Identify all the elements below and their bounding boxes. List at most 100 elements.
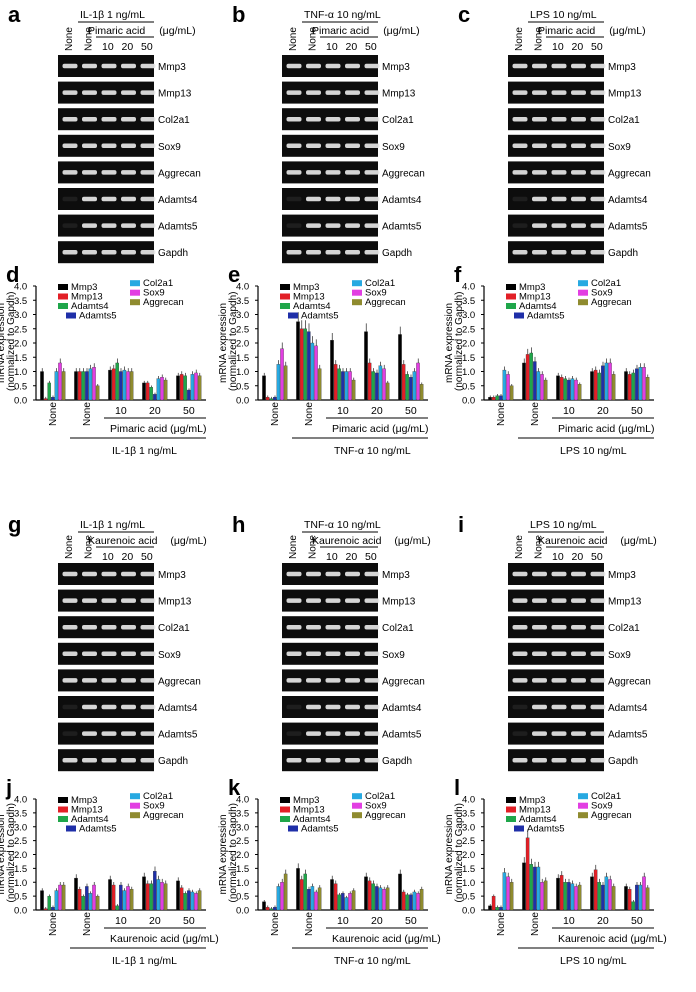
bar-aggrecan (129, 889, 134, 911)
gel-band (306, 704, 321, 710)
gel-band (82, 143, 97, 149)
gene-label: Col2a1 (382, 623, 414, 634)
bar-col2a1 (604, 362, 609, 401)
lane-label-none: None (84, 27, 95, 51)
y-tick-label: 2.0 (14, 850, 27, 861)
compound-axis-label: Kaurenoic acid (μg/mL) (558, 933, 667, 945)
gel-band (571, 704, 586, 710)
bar-panel-f: f 0.0 0.5 1.0 1.5 2.0 2.5 3.0 3.5 4.0 mRNA express… (444, 262, 654, 457)
legend-label: Sox9 (143, 288, 165, 299)
legend-label: Mmp3 (71, 795, 97, 806)
gel-band (532, 598, 547, 603)
gel-band (532, 63, 547, 69)
gene-label: Mmp13 (382, 89, 416, 100)
bar-sox9 (642, 876, 646, 911)
bar-mmp13 (299, 879, 304, 911)
compound-axis-label: Kaurenoic acid (μg/mL) (332, 933, 441, 945)
bar-sox9 (540, 882, 544, 911)
bar-adamts4 (115, 362, 119, 401)
gel-band (512, 757, 528, 763)
gel-band (121, 651, 136, 657)
bar-mmp13 (525, 837, 530, 911)
legend-label: Mmp13 (293, 805, 325, 816)
bar-adamts5 (635, 368, 639, 401)
gel-band (121, 143, 136, 149)
bar-mmp3 (398, 334, 402, 401)
gel-band (306, 223, 321, 228)
bar-adamts5 (499, 395, 503, 401)
gel-band (590, 678, 606, 683)
gene-label: Gapdh (382, 248, 412, 259)
gel-band (286, 598, 302, 603)
gene-label: Mmp3 (158, 570, 186, 581)
gel-band (101, 249, 117, 255)
bar-mmp13 (145, 382, 150, 401)
gel-band (512, 116, 528, 122)
bar-mmp13 (525, 354, 530, 401)
gel-band (140, 598, 156, 603)
bar-aggrecan (385, 887, 390, 911)
gel-band (325, 90, 341, 95)
gel-band (512, 63, 528, 69)
bar-adamts4 (269, 398, 273, 401)
bar-adamts5 (601, 365, 605, 401)
bar-mmp3 (296, 321, 300, 401)
x-label-dose: 10 (337, 915, 349, 927)
legend-label: Adamts5 (79, 824, 117, 835)
compound-label: Kaurenoic acid (538, 535, 608, 547)
gene-label: Sox9 (608, 142, 631, 153)
y-tick-label: 2.0 (236, 339, 249, 350)
x-label-none: None (270, 402, 281, 426)
gene-label: Aggrecan (158, 676, 201, 687)
bar-mmp3 (556, 375, 560, 401)
bar-adamts5 (409, 894, 413, 911)
bar-adamts5 (187, 389, 191, 401)
bar-aggrecan (317, 368, 322, 401)
gel-band (286, 704, 302, 710)
legend-label: Mmp3 (293, 795, 319, 806)
lane-label-dose: 10 (552, 41, 564, 53)
bar-sox9 (126, 371, 130, 401)
gel-band (551, 571, 567, 577)
bar-adamts5 (85, 886, 89, 911)
compound-axis-label: Pimaric acid (μg/mL) (558, 423, 654, 435)
legend-swatch (352, 299, 362, 306)
gel-band (532, 116, 547, 122)
bar-adamts5 (567, 882, 571, 911)
gene-label: Adamts4 (608, 195, 648, 206)
gel-band (62, 731, 78, 736)
bar-mmp3 (590, 371, 594, 401)
gel-band (590, 143, 606, 149)
gel-band (62, 598, 78, 603)
bar-aggrecan (577, 884, 582, 911)
gene-label: Mmp3 (382, 570, 410, 581)
gel-band (306, 196, 321, 202)
bar-adamts4 (81, 895, 85, 911)
bar-col2a1 (638, 367, 643, 401)
lane-label-none: None (534, 27, 545, 51)
legend-swatch (58, 284, 68, 290)
gel-band (325, 249, 341, 255)
compound-axis-label: Kaurenoic acid (μg/mL) (110, 933, 219, 945)
y-tick-label: 3.0 (14, 310, 27, 321)
gel-band (590, 704, 606, 710)
bar-adamts5 (409, 377, 413, 401)
y-axis-label: (normalized to Gapdh) (228, 292, 239, 392)
bar-mmp13 (111, 368, 116, 401)
bar-panel-d: d 0.0 0.5 1.0 1.5 2.0 2.5 3.0 3.5 4.0 mRNA express… (0, 262, 206, 457)
gel-band (532, 624, 547, 630)
gel-band (140, 170, 156, 175)
x-label-none: None (304, 402, 315, 426)
gel-band (325, 116, 341, 122)
legend-label: Mmp13 (519, 292, 551, 303)
bar-mmp3 (330, 339, 334, 401)
y-tick-label: 3.5 (14, 808, 27, 819)
y-axis-label: mRNA expression (444, 303, 455, 383)
bar-col2a1 (54, 890, 59, 911)
panel-letter: e (228, 262, 240, 287)
gel-band (551, 678, 567, 683)
gel-band (364, 704, 380, 710)
legend-swatch (58, 806, 68, 813)
gel-band (551, 249, 567, 255)
legend-swatch (514, 825, 524, 832)
